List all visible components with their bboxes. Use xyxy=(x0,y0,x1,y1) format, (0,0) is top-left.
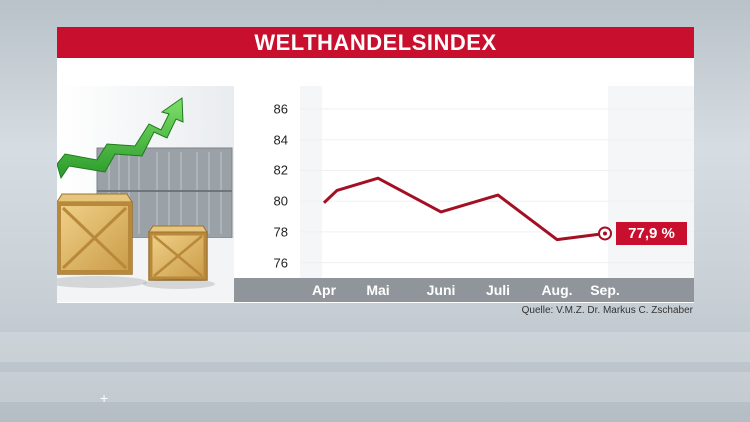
data-point xyxy=(555,238,559,242)
background-stripe xyxy=(0,372,750,402)
y-tick-label: 80 xyxy=(273,193,288,209)
subtitle-bar xyxy=(57,58,694,82)
illustration xyxy=(57,86,234,302)
x-tick-label: Sep. xyxy=(590,282,620,298)
end-point-dot xyxy=(603,231,607,236)
plus-icon: + xyxy=(100,390,109,406)
y-tick-label: 82 xyxy=(273,162,288,178)
wooden-crate-icon xyxy=(57,193,133,275)
x-tick-label: Juli xyxy=(485,282,511,298)
plot-band xyxy=(300,86,322,278)
x-tick-label: Juni xyxy=(426,282,456,298)
x-tick-label: Apr xyxy=(311,282,337,298)
chart-title: WELTHANDELSINDEX xyxy=(57,27,694,58)
wooden-crate-icon xyxy=(148,225,208,281)
y-tick-label: 78 xyxy=(273,224,288,240)
x-tick-label: Aug. xyxy=(541,282,573,298)
data-point xyxy=(439,210,443,214)
x-axis-band xyxy=(234,278,694,302)
background-stripe xyxy=(0,332,750,362)
growth-arrow-icon xyxy=(57,97,184,180)
value-callout: 77,9 % xyxy=(616,222,687,245)
y-tick-label: 86 xyxy=(273,101,288,117)
x-tick-label: Mai xyxy=(366,282,390,298)
data-point xyxy=(496,193,500,197)
source-note: Quelle: V.M.Z. Dr. Markus C. Zschaber xyxy=(521,305,693,316)
series-line xyxy=(322,176,606,242)
data-point xyxy=(322,199,326,203)
data-point xyxy=(376,176,380,180)
y-tick-label: 76 xyxy=(273,255,288,271)
plot-band xyxy=(608,86,694,278)
y-tick-label: 84 xyxy=(273,132,288,148)
